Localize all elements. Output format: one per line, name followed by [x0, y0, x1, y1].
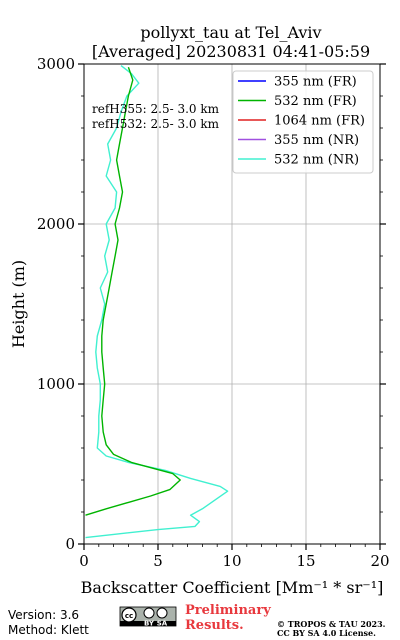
svg-text:cc: cc: [125, 612, 133, 620]
y-tick-label: 2000: [37, 215, 75, 233]
preliminary-label-line1: Preliminary: [185, 603, 271, 618]
annotation-refh355: refH355: 2.5- 3.0 km: [92, 102, 220, 116]
x-tick-label: 5: [153, 552, 163, 570]
y-tick-label: 3000: [37, 55, 75, 73]
x-tick-label: 20: [370, 552, 389, 570]
y-tick-label: 0: [65, 535, 75, 553]
cc-by-text: BY: [144, 620, 155, 628]
cc-license-logo: cc BY SA: [119, 606, 177, 628]
y-tick-labels: 0 1000 2000 3000: [37, 55, 75, 553]
legend-box: [232, 70, 374, 174]
x-tick-label: 10: [222, 552, 241, 570]
copyright-line1: © TROPOS & TAU 2023.: [277, 619, 386, 629]
x-axis-label: Backscatter Coefficient [Mm⁻¹ * sr⁻¹]: [81, 578, 384, 597]
preliminary-label-line2: Results.: [185, 618, 244, 633]
legend: 355 nm (FR) 532 nm (FR) 1064 nm (FR) 355 nm…: [232, 70, 374, 174]
version-label: Version: 3.6: [8, 608, 79, 622]
legend-label-1064-nm-fr: 1064 nm (FR): [274, 114, 365, 129]
axis-ticks: [78, 63, 386, 550]
copyright-line2: CC BY SA 4.0 License.: [277, 628, 376, 638]
method-label: Method: Klett: [8, 623, 89, 637]
legend-label-532-nm-fr: 532 nm (FR): [274, 94, 357, 109]
legend-label-532-nm-nr: 532 nm (NR): [274, 153, 359, 168]
y-tick-label: 1000: [37, 375, 75, 393]
cc-sa-text: SA: [157, 620, 168, 628]
x-tick-label: 15: [296, 552, 315, 570]
legend-label-355-nm-nr: 355 nm (NR): [274, 133, 359, 148]
chart-title: pollyxt_tau at Tel_Aviv: [140, 23, 321, 42]
x-tick-labels: 0 5 10 15 20: [79, 552, 389, 570]
y-axis-label: Height (m): [9, 260, 28, 348]
series-line-532-nm-fr: [85, 66, 181, 516]
series-line-532-nm-nr: [85, 65, 229, 539]
series-layer: [85, 65, 229, 539]
chart-subtitle: [Averaged] 20230831 04:41-05:59: [92, 42, 370, 61]
x-tick-label: 0: [79, 552, 89, 570]
legend-label-355-nm-fr: 355 nm (FR): [274, 75, 357, 90]
annotation-refh532: refH532: 2.5- 3.0 km: [92, 117, 220, 131]
